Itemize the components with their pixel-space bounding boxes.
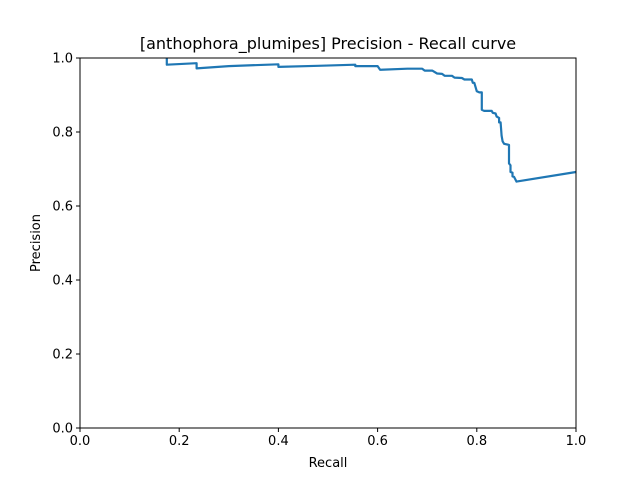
x-tick-label: 0.4	[268, 434, 289, 449]
x-tick-label: 0.0	[70, 434, 91, 449]
x-axis-label: Recall	[309, 456, 348, 471]
x-tick-label: 0.6	[367, 434, 388, 449]
x-tick-label: 0.2	[169, 434, 190, 449]
y-tick-label: 0.8	[52, 126, 73, 141]
y-tick-label: 0.4	[52, 274, 73, 289]
x-tick-label: 1.0	[566, 434, 587, 449]
series-line-0	[165, 58, 577, 183]
y-tick-label: 0.0	[52, 422, 73, 437]
chart-title: [anthophora_plumipes] Precision - Recall…	[140, 34, 516, 54]
plot-area	[165, 58, 577, 183]
x-axis-ticks: 0.0 0.2 0.4 0.6 0.8 1.0	[70, 428, 587, 449]
y-axis-ticks: 0.0 0.2 0.4 0.6 0.8 1.0	[52, 52, 80, 437]
y-axis-label: Precision	[29, 214, 44, 272]
x-tick-label: 0.8	[466, 434, 487, 449]
axes-frame	[79, 57, 577, 429]
y-tick-label: 1.0	[52, 52, 73, 67]
y-tick-label: 0.6	[52, 200, 73, 215]
y-tick-label: 0.2	[52, 348, 73, 363]
